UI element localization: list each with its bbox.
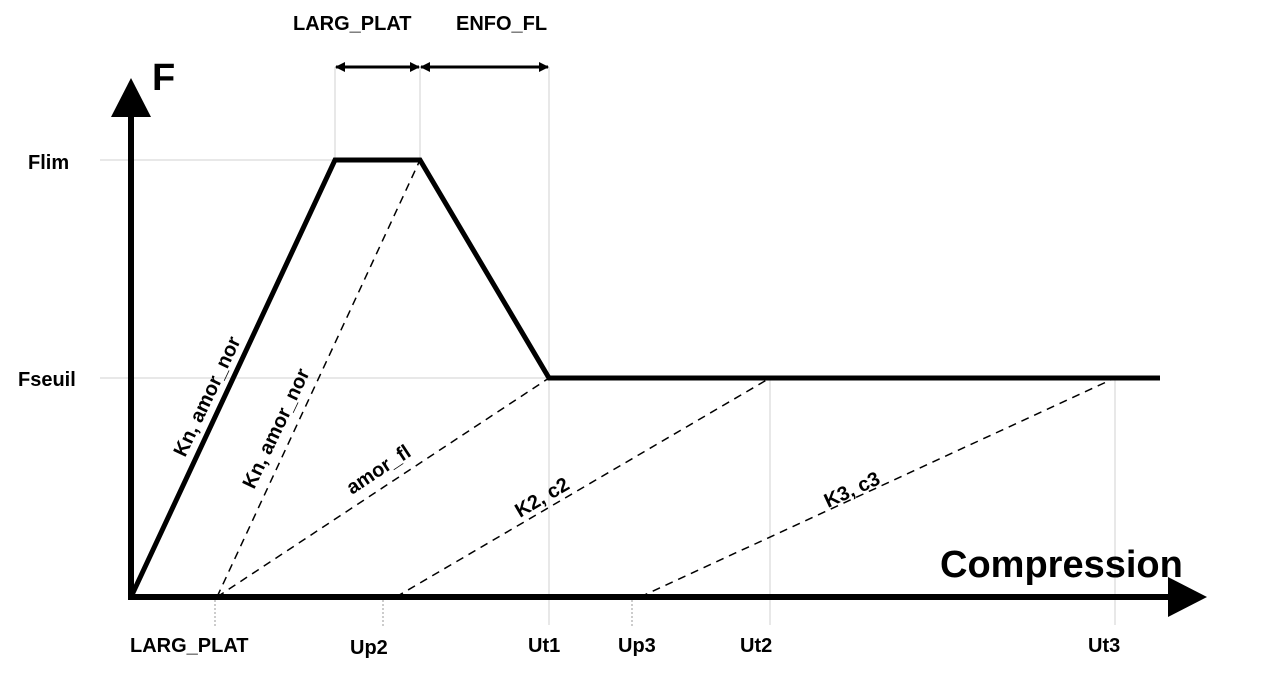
amor-fl-dashed-line bbox=[216, 377, 550, 598]
flim-label: Flim bbox=[28, 152, 69, 174]
enfo-fl-top-label: ENFO_FL bbox=[456, 13, 547, 35]
x-tick-ut3: Ut3 bbox=[1088, 635, 1120, 657]
k3-dashed-line bbox=[639, 377, 1116, 598]
force-curve bbox=[128, 157, 1160, 599]
x-tick-larg-plat: LARG_PLAT bbox=[130, 635, 249, 657]
k3-c3-label: K3, c3 bbox=[821, 468, 884, 513]
x-tick-ut2: Ut2 bbox=[740, 635, 772, 657]
x-tick-up3: Up3 bbox=[618, 635, 656, 657]
x-axis-label: Compression bbox=[940, 544, 1183, 586]
k2-dashed-line bbox=[395, 377, 771, 598]
fseuil-label: Fseuil bbox=[18, 369, 76, 391]
x-tick-up2: Up2 bbox=[350, 637, 388, 659]
amor-fl-label: amor_fl bbox=[343, 441, 415, 499]
x-tick-ut1: Ut1 bbox=[528, 635, 560, 657]
unloading-dashed-line bbox=[216, 159, 421, 598]
x-axis-arrow-icon bbox=[1168, 577, 1207, 617]
unloading-slope-label: Kn, amor_nor bbox=[239, 365, 315, 492]
y-axis-arrow-icon bbox=[111, 78, 151, 117]
k2-c2-label: K2, c2 bbox=[511, 473, 573, 522]
loading-slope-label: Kn, amor_nor bbox=[170, 333, 246, 460]
y-axis-label: F bbox=[152, 57, 175, 99]
larg-plat-top-label: LARG_PLAT bbox=[293, 13, 412, 35]
